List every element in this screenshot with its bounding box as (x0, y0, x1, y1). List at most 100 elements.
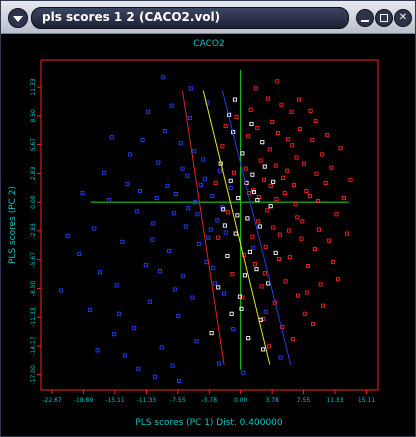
scatter-point-series-1 (313, 118, 318, 123)
scatter-point-series-2 (185, 173, 190, 178)
scatter-point-series-2 (181, 274, 186, 279)
scatter-point-series-2 (140, 138, 145, 143)
scatter-point-series-2 (165, 183, 170, 188)
window-title: pls scores 1 2 (CACO2.vol) (42, 10, 221, 24)
scatter-point-series-3 (273, 250, 278, 255)
scatter-point-series-2 (65, 233, 70, 238)
scatter-point-series-1 (223, 123, 228, 129)
scatter-point-series-1 (296, 293, 301, 298)
scatter-point-series-2 (241, 370, 246, 375)
scatter-point-series-2 (210, 194, 215, 199)
scatter-point-series-1 (263, 244, 268, 249)
pls-scores-scatter-plot: CACO2 -22.67 -18.89 -15.11 -11.33 -7.55 -3.78… (8, 39, 379, 428)
title-bar[interactable]: pls scores 1 2 (CACO2.vol) ✕ (1, 1, 415, 34)
minimize-icon[interactable] (356, 9, 374, 27)
scatter-point-series-1 (261, 316, 266, 321)
scatter-point-series-1 (266, 344, 272, 349)
maximize-icon[interactable] (375, 9, 393, 27)
scatter-point-series-1 (287, 254, 292, 260)
y-tick-label: -14.17 (30, 336, 37, 356)
direction-line-2 (202, 90, 271, 365)
scatter-point-series-2 (132, 326, 137, 331)
scatter-point-series-2 (151, 221, 156, 226)
scatter-point-series-2 (176, 313, 181, 318)
x-tick-label: -7.55 (170, 397, 186, 404)
scatter-point-series-2 (156, 160, 161, 165)
scatter-point-series-2 (223, 230, 228, 235)
scatter-point-series-3 (260, 140, 265, 145)
title-pill[interactable]: pls scores 1 2 (CACO2.vol) (31, 7, 349, 29)
scatter-point-series-1 (246, 190, 252, 196)
scatter-point-series-2 (137, 188, 143, 194)
y-tick-label: 8.50 (30, 109, 37, 123)
scatter-point-series-2 (122, 353, 128, 358)
y-tick-label: -8.50 (30, 281, 37, 297)
scatter-point-series-1 (291, 182, 297, 187)
scatter-point-series-2 (169, 103, 174, 108)
scatter-point-series-1 (234, 114, 239, 119)
scatter-point-series-1 (274, 197, 279, 202)
scatter-point-series-1 (310, 138, 315, 143)
scatter-point-series-3 (237, 294, 242, 299)
scatter-point-series-2 (109, 135, 114, 140)
close-icon[interactable]: ✕ (394, 9, 412, 27)
scatter-point-series-2 (204, 260, 209, 265)
scatter-point-series-1 (276, 256, 282, 262)
x-axis-title: PLS scores (PC 1) Dist. 0.400000 (135, 418, 283, 428)
scatter-point-series-3 (209, 331, 214, 336)
scatter-point-series-3 (233, 231, 238, 236)
scatter-point-series-2 (197, 241, 202, 246)
scatter-point-series-2 (251, 245, 256, 250)
y-tick-label: 2.83 (30, 167, 37, 181)
scatter-point-series-1 (306, 264, 311, 269)
scatter-point-series-2 (215, 218, 220, 223)
scatter-point-series-2 (143, 263, 148, 268)
scatter-point-series-1 (286, 228, 292, 233)
menu-arrow-icon[interactable] (8, 8, 28, 28)
scatter-point-series-2 (159, 345, 164, 350)
scatter-point-series-2 (195, 212, 200, 217)
scatter-point-series-2 (172, 287, 178, 292)
x-tick-label: -3.78 (201, 397, 217, 404)
scatter-point-series-1 (300, 219, 305, 224)
scatter-point-series-1 (295, 215, 300, 220)
scatter-point-series-1 (281, 175, 286, 180)
scatter-point-series-1 (250, 234, 255, 239)
scatter-point-series-1 (240, 295, 245, 300)
scatter-point-series-2 (192, 149, 197, 154)
scatter-point-series-3 (222, 223, 227, 228)
scatter-point-series-1 (243, 166, 248, 171)
scatter-point-series-2 (211, 266, 216, 271)
scatter-point-series-1 (271, 225, 276, 230)
scatter-point-series-2 (157, 269, 163, 274)
scatter-point-series-1 (285, 168, 290, 173)
scatter-point-series-1 (338, 146, 343, 151)
scatter-point-series-1 (256, 219, 261, 224)
scatter-point-series-2 (222, 291, 227, 296)
scatter-point-series-1 (293, 202, 298, 207)
scatter-point-series-2 (162, 129, 168, 134)
scatter-point-series-1 (286, 137, 291, 142)
scatter-point-series-2 (172, 211, 177, 216)
scatter-point-series-1 (301, 161, 306, 166)
scatter-point-series-1 (262, 271, 267, 276)
scatter-point-series-3 (235, 213, 240, 218)
scatter-point-series-1 (320, 152, 325, 157)
scatter-point-series-1 (323, 180, 328, 185)
scatter-point-series-1 (314, 171, 319, 176)
scatter-point-series-1 (226, 210, 231, 215)
scatter-point-series-1 (291, 337, 296, 342)
y-tick-label: 11.33 (30, 78, 37, 95)
scatter-point-series-1 (348, 177, 353, 182)
scatter-point-series-1 (305, 290, 310, 295)
scatter-point-series-3 (266, 281, 271, 286)
scatter-point-series-1 (308, 108, 313, 113)
scatter-point-series-1 (316, 227, 321, 232)
scatter-point-series-1 (334, 212, 339, 217)
scatter-point-series-2 (217, 361, 222, 366)
scatter-point-series-2 (190, 295, 195, 300)
scatter-point-series-1 (230, 272, 235, 277)
x-tick-label: -22.67 (42, 397, 62, 404)
scatter-point-series-3 (221, 207, 226, 212)
